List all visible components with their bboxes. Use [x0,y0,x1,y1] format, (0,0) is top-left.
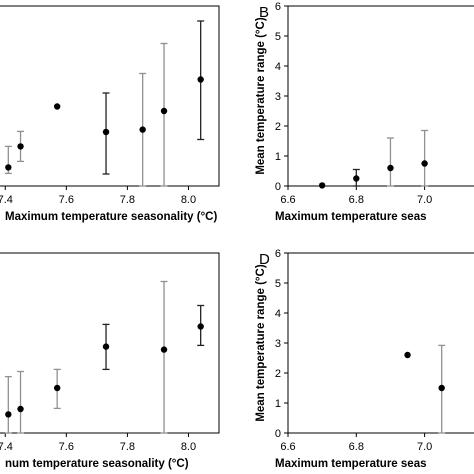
x-tick-label: 6.6 [280,441,295,453]
y-tick-label: 6 [275,248,281,260]
y-tick-label: 0 [275,428,281,440]
data-point [53,384,61,392]
y-tick-label: 5 [275,278,281,290]
y-tick-label: 2 [275,368,281,380]
panel-c: 7.4 7.6 7.8 8.0 num temperature seasonality … [0,252,220,470]
y-tick-label: 4 [275,308,281,320]
y-tick-label: 3 [275,338,281,350]
plot-frame [0,252,220,434]
data-point [102,128,110,136]
data-point [197,76,204,83]
x-tick-label: 7.6 [59,194,74,206]
y-tick-label: 6 [275,1,281,13]
y-tick-label: 3 [275,91,281,103]
x-axis-label: Maximum temperature seasonality (°C) [5,211,217,223]
x-tick-label: 8.0 [181,194,196,206]
y-tick-label: 4 [275,61,281,73]
data-point [404,351,411,359]
panel-a: 7.4 7.6 7.8 8.0 Maximum temperature seasonal… [0,5,220,223]
data-point [5,164,12,171]
data-point [139,126,146,133]
x-tick-label: 7.8 [120,441,135,453]
y-tick-label: 1 [275,398,281,410]
data-point [17,405,24,413]
panel-d: 6.66.87.07.20123456Maximum temperature s… [255,248,474,470]
data-point [387,164,394,172]
panel-label: B [259,4,269,21]
x-tick-label: 7.6 [59,441,74,453]
x-tick-label: 6.8 [349,194,364,206]
x-tick-label: 7.4 [0,441,13,453]
data-point [160,107,168,115]
x-axis-label: Maximum temperature seas [275,211,426,223]
plot-frame [287,252,474,434]
x-tick-label: 6.8 [349,441,364,453]
data-point [5,411,12,418]
data-point [102,343,110,350]
y-tick-label: 2 [275,121,281,133]
x-tick-label: 8.0 [181,441,196,453]
data-point [17,143,24,150]
data-point [438,384,445,392]
y-axis-label: Mean temperature range (°C) [255,264,267,421]
x-axis-label: num temperature seasonality (°C) [5,458,189,470]
x-axis-label: Maximum temperature seas [275,458,426,470]
y-tick-label: 0 [275,181,281,193]
data-point [160,346,168,353]
data-point [197,323,204,330]
plot-frame [0,5,220,187]
x-tick-label: 7.0 [417,194,432,206]
x-tick-label: 7.4 [0,194,13,206]
x-tick-label: 7.8 [120,194,135,206]
data-point [318,182,326,189]
y-tick-label: 5 [275,31,281,43]
panel-b: 6.66.87.07.20123456Maximum temperature s… [255,1,474,223]
plot-frame [287,5,474,187]
y-tick-label: 1 [275,151,281,163]
y-axis-label: Mean temperature range (°C) [255,17,267,174]
data-point [353,175,360,182]
x-tick-label: 7.0 [417,441,432,453]
x-tick-label: 6.6 [280,194,295,206]
data-point [421,160,428,167]
panel-label: D [259,251,270,268]
data-point [53,103,61,110]
